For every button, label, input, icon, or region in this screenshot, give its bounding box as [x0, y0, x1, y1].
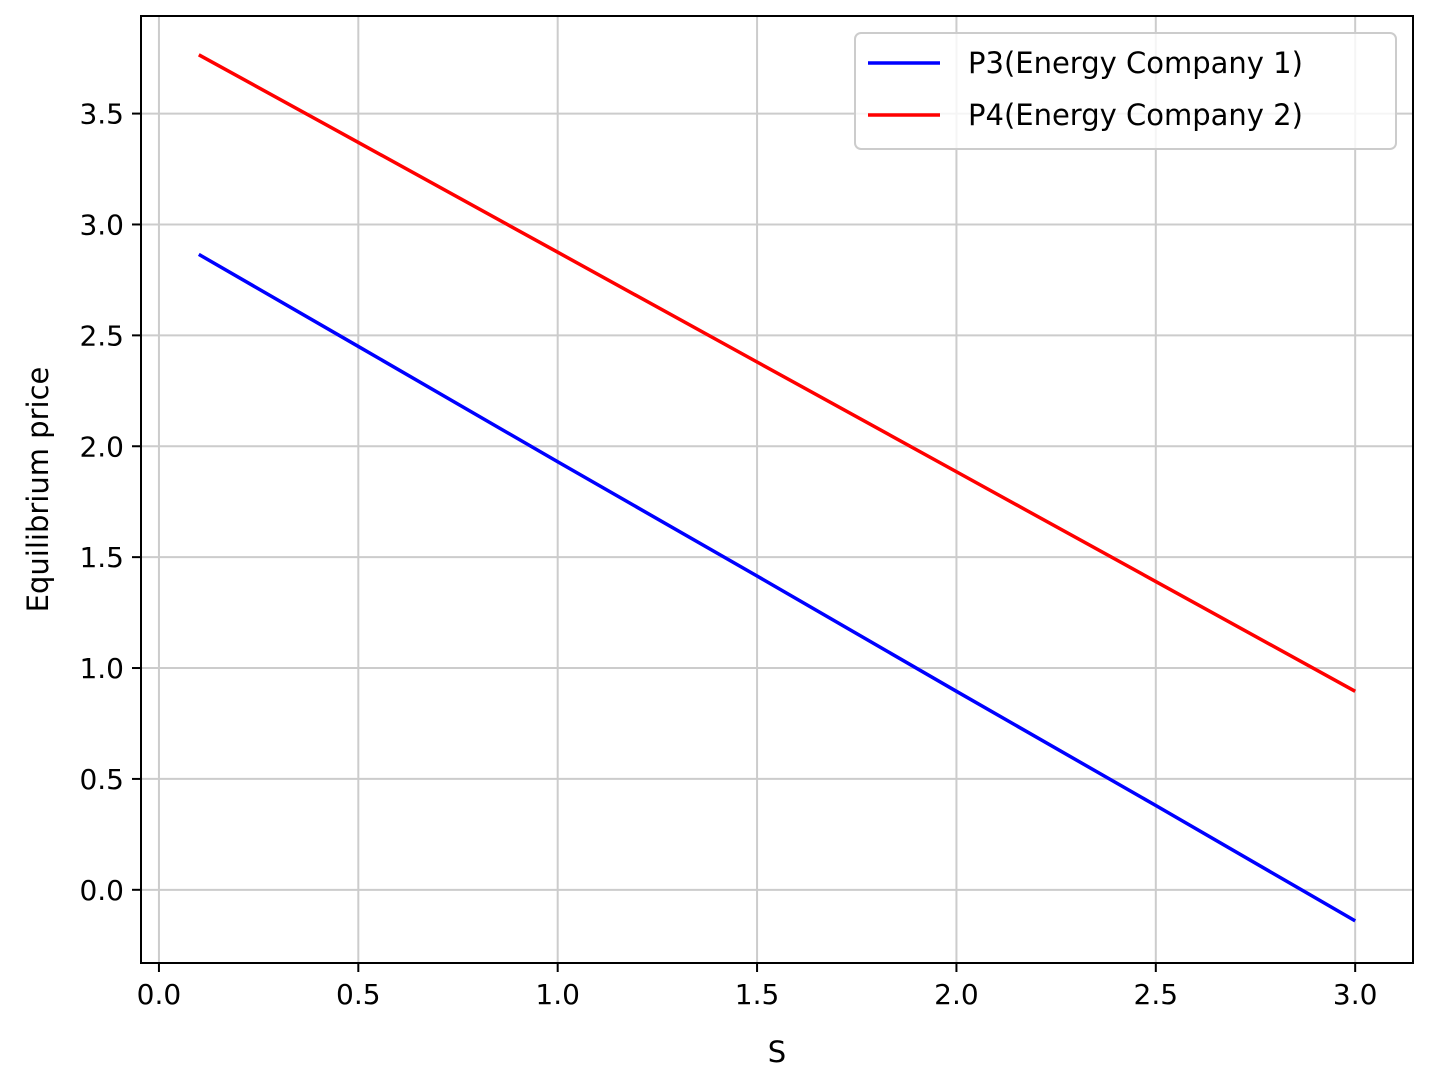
x-tick-label: 0.5 [336, 978, 381, 1011]
y-tick-label: 0.0 [79, 874, 124, 907]
legend-label: P4(Energy Company 2) [968, 98, 1303, 132]
series-lines [197, 53, 1357, 923]
y-tick-label: 3.5 [79, 98, 124, 131]
y-tick-label: 2.0 [79, 430, 124, 463]
grid [141, 16, 1413, 963]
x-tick-label: 0.0 [137, 978, 182, 1011]
x-tick-label: 2.0 [934, 978, 979, 1011]
y-tick-label: 0.5 [79, 763, 124, 796]
legend-box [854, 32, 1397, 150]
y-tick-label: 2.5 [79, 319, 124, 352]
y-axis-title: Equilibrium price [21, 367, 55, 613]
x-tick-label: 1.5 [735, 978, 780, 1011]
legend-label: P3(Energy Company 1) [968, 46, 1303, 80]
x-tick-label: 3.0 [1333, 978, 1378, 1011]
x-axis-title: S [768, 1035, 786, 1069]
plot-frame [140, 15, 1414, 964]
series-line-1 [197, 252, 1357, 923]
y-tick-label: 3.0 [79, 208, 124, 241]
y-tick-label: 1.0 [79, 652, 124, 685]
y-tick-label: 1.5 [79, 541, 124, 574]
x-tick-label: 1.0 [535, 978, 580, 1011]
series-line-2 [197, 53, 1357, 693]
axis-ticks: 0.0 0.5 1.0 1.5 2.0 2.5 3.0 0.0 0.5 1.0 1.5 2.0 2.5 3… [79, 98, 1377, 1011]
legend: P3(Energy Company 1) P4(Energy Company 2) [854, 32, 1397, 150]
x-tick-label: 2.5 [1134, 978, 1179, 1011]
